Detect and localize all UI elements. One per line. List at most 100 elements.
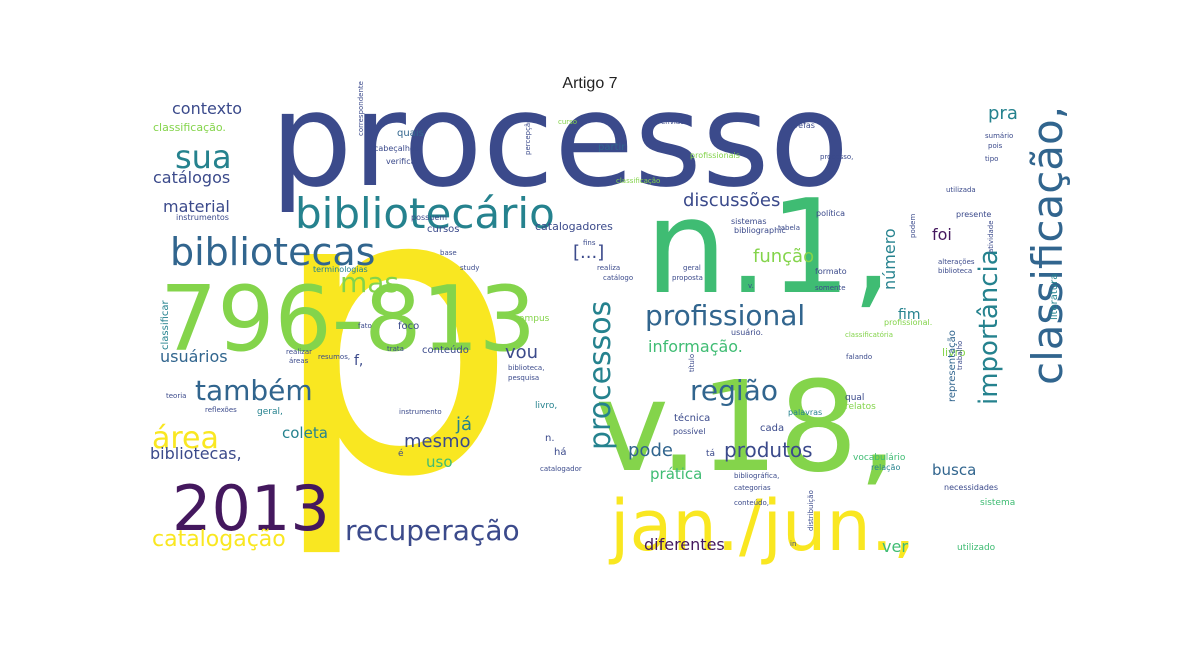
cloud-word: realiza — [597, 264, 620, 272]
cloud-word: uso — [426, 453, 453, 471]
cloud-word: busca — [932, 461, 976, 479]
cloud-word: conteúdo — [422, 344, 469, 356]
cloud-word: fins — [583, 239, 596, 247]
cloud-word: realizar — [286, 348, 312, 356]
cloud-word: utilizada — [946, 186, 976, 194]
cloud-word: terminologias — [313, 265, 368, 274]
cloud-word: classificação — [616, 177, 660, 185]
cloud-word: processo, — [820, 153, 853, 161]
cloud-word: tipo — [985, 155, 998, 163]
cloud-word: f, — [354, 353, 363, 369]
cloud-word: literatura — [1049, 274, 1060, 320]
cloud-word: foco — [398, 321, 419, 332]
cloud-word: áreas — [289, 357, 309, 365]
cloud-word: v.18, — [595, 355, 898, 500]
cloud-word: informação. — [648, 337, 743, 356]
cloud-word: é — [398, 448, 404, 459]
cloud-word: número — [880, 228, 899, 290]
cloud-word: bibliographic — [734, 226, 786, 235]
cloud-word: profissional — [645, 299, 805, 332]
cloud-word: trabalho — [956, 341, 964, 370]
cloud-word: tarefas — [787, 121, 815, 130]
cloud-word: campus — [514, 314, 550, 324]
cloud-word: livro — [942, 346, 966, 359]
cloud-word: podem — [909, 214, 917, 238]
cloud-word: necessidades — [944, 483, 998, 492]
cloud-word: tá — [706, 449, 715, 459]
cloud-word: study — [460, 264, 479, 272]
cloud-word: trata — [387, 345, 404, 353]
cloud-word: vocabulário — [853, 453, 906, 463]
cloud-word: cabeçalhos — [374, 144, 419, 153]
cloud-word: instrumentos — [176, 213, 229, 222]
cloud-word: bibliotecas, — [150, 444, 242, 463]
cloud-word: classificar — [160, 299, 171, 350]
cloud-word: n. — [545, 433, 555, 444]
cloud-word: 2013 — [172, 472, 330, 545]
cloud-word: atividade — [987, 220, 995, 253]
cloud-word: catalogação — [152, 527, 286, 552]
cloud-word: profissionais — [690, 151, 740, 160]
cloud-word: profissional. — [884, 318, 932, 327]
cloud-word: foi — [932, 225, 952, 244]
cloud-word: discussões — [683, 190, 780, 211]
cloud-word: geral — [683, 264, 701, 272]
cloud-word: cada — [760, 423, 784, 434]
cloud-word: fato — [358, 322, 372, 330]
cloud-word: teoria — [166, 392, 186, 400]
cloud-word: 796-813 — [160, 267, 536, 372]
cloud-word: classificação, — [1023, 106, 1072, 385]
cloud-word: jan./jun., — [608, 485, 915, 567]
cloud-word: fim — [898, 307, 920, 323]
cloud-word: sumário — [985, 132, 1013, 140]
cloud-word: [...] — [573, 242, 604, 263]
cloud-word: área — [152, 421, 219, 456]
cloud-word: qual — [845, 393, 864, 403]
cloud-word: relatos — [845, 402, 876, 412]
cloud-word: pesquisa — [508, 374, 539, 382]
cloud-word: também — [195, 374, 313, 407]
cloud-word: tabela — [778, 224, 800, 232]
cloud-word: possuem — [411, 213, 447, 222]
cloud-word: técnica — [674, 412, 710, 424]
cloud-word: in — [790, 540, 796, 548]
cloud-word: curso — [558, 118, 577, 126]
cloud-word: sistemas — [731, 217, 766, 226]
cloud-word: catálogos — [153, 168, 230, 187]
cloud-word: pra — [988, 103, 1018, 124]
cloud-word: ver — [882, 537, 908, 556]
cloud-word: mas — [340, 266, 399, 299]
cloud-word: contexto — [172, 99, 242, 118]
cloud-word: processos — [583, 301, 618, 450]
figure-title: Artigo 7 — [562, 75, 618, 92]
cloud-word: classificatória — [845, 331, 893, 339]
cloud-word: proposta — [672, 274, 703, 282]
cloud-word: material — [163, 197, 230, 216]
cloud-word: processo — [270, 64, 849, 216]
cloud-word: representação — [947, 330, 958, 402]
cloud-word: pois — [988, 142, 1003, 150]
cloud-word: categorias — [734, 484, 771, 492]
cloud-word: pode — [628, 440, 673, 461]
cloud-word: bibliotecas — [170, 230, 375, 274]
cloud-word: bibliotecário — [295, 189, 555, 238]
cloud-word: coleta — [282, 424, 328, 442]
cloud-word: alterações — [938, 258, 975, 266]
cloud-word: catálogo — [603, 274, 633, 282]
cloud-word: usuários — [160, 347, 228, 366]
cloud-word: percepção — [524, 119, 532, 156]
cloud-word: prática — [650, 465, 702, 483]
cloud-word: base — [440, 249, 457, 257]
cloud-word: política — [816, 209, 845, 218]
cloud-word: instrumento — [399, 408, 442, 416]
cloud-word: n.1, — [645, 171, 893, 323]
cloud-word: há — [554, 446, 566, 458]
cloud-word: bibliográfica, — [734, 472, 779, 480]
cloud-word: título — [688, 354, 696, 372]
cloud-word: possível — [673, 427, 705, 436]
cloud-word: somente — [815, 284, 846, 292]
cloud-word: presente — [956, 210, 991, 219]
cloud-word: mesmo — [404, 431, 471, 452]
cloud-word: importância — [974, 249, 1004, 405]
